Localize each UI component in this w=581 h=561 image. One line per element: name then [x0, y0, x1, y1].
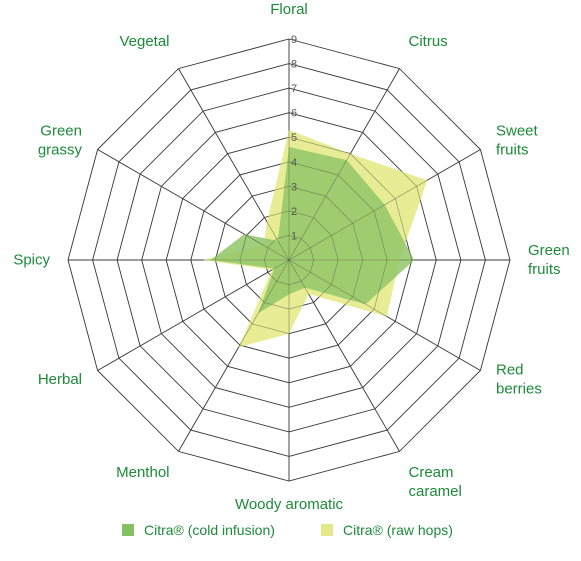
grid-overlay-ring-4 [190, 161, 388, 359]
legend-swatch-raw-hops [321, 524, 333, 536]
axis-label-green-grassy: Green grassy [38, 123, 83, 159]
legend-item-cold-infusion: Citra® (cold infusion) [122, 522, 275, 538]
axis-label-red-berries: Red berries [496, 362, 542, 398]
series-area-1 [210, 147, 415, 314]
grid-overlay-ring-3 [214, 185, 364, 335]
tick-label-8: 8 [291, 59, 297, 71]
spoke-overlay-5 [288, 259, 400, 452]
legend: Citra® (cold infusion) Citra® (raw hops) [0, 522, 581, 546]
tick-label-5: 5 [291, 132, 297, 144]
spoke-overlay-2 [288, 149, 481, 261]
legend-label-raw-hops: Citra® (raw hops) [343, 522, 453, 538]
axis-label-floral: Floral [270, 1, 308, 18]
spoke-overlay-4 [288, 259, 481, 371]
spoke-overlay-8 [97, 259, 290, 371]
tick-label-6: 6 [291, 108, 297, 120]
axis-label-green-fruits: Green fruits [528, 242, 570, 278]
grid-overlay-ring-7 [116, 87, 462, 433]
axis-labels: Floral Citrus Sweet fruits Green fruits Red ber… [13, 1, 569, 513]
axis-label-herbal: Herbal [38, 371, 82, 388]
legend-swatch-cold-infusion [122, 524, 134, 536]
axis-label-cream-caramel: Cream caramel [409, 464, 462, 500]
spoke-8 [97, 259, 290, 371]
tick-label-2: 2 [291, 206, 297, 218]
axis-label-menthol: Menthol [116, 464, 169, 481]
grid-overlay-ring-2 [239, 210, 339, 310]
legend-label-cold-infusion: Citra® (cold infusion) [144, 522, 275, 538]
axis-label-spicy: Spicy [13, 252, 50, 269]
tick-label-7: 7 [291, 83, 297, 95]
grid-overlay-ring-8 [92, 63, 486, 457]
spoke-overlay-7 [178, 259, 290, 452]
tick-label-1: 1 [291, 230, 297, 242]
grid-overlay-ring-9 [67, 38, 511, 482]
spoke-overlay-10 [97, 149, 290, 261]
tick-label-4: 4 [291, 157, 297, 169]
spoke-overlay-11 [178, 68, 290, 261]
grid-overlay-ring-1 [264, 235, 314, 285]
spoke-overlay-1 [288, 68, 400, 261]
axis-label-sweet-fruits: Sweet fruits [496, 123, 539, 159]
grid-overlay [67, 38, 511, 482]
axis-label-citrus: Citrus [409, 33, 448, 50]
axis-label-woody-aromatic: Woody aromatic [235, 496, 344, 513]
tick-label-9: 9 [291, 34, 297, 46]
tick-labels: 1 2 3 4 5 6 7 8 9 [291, 34, 297, 242]
grid-overlay-ring-6 [141, 112, 437, 408]
tick-label-3: 3 [291, 181, 297, 193]
series-layer [67, 38, 511, 482]
legend-item-raw-hops: Citra® (raw hops) [321, 522, 453, 538]
axis-label-vegetal: Vegetal [119, 33, 169, 50]
grid-overlay-ring-5 [165, 136, 413, 384]
